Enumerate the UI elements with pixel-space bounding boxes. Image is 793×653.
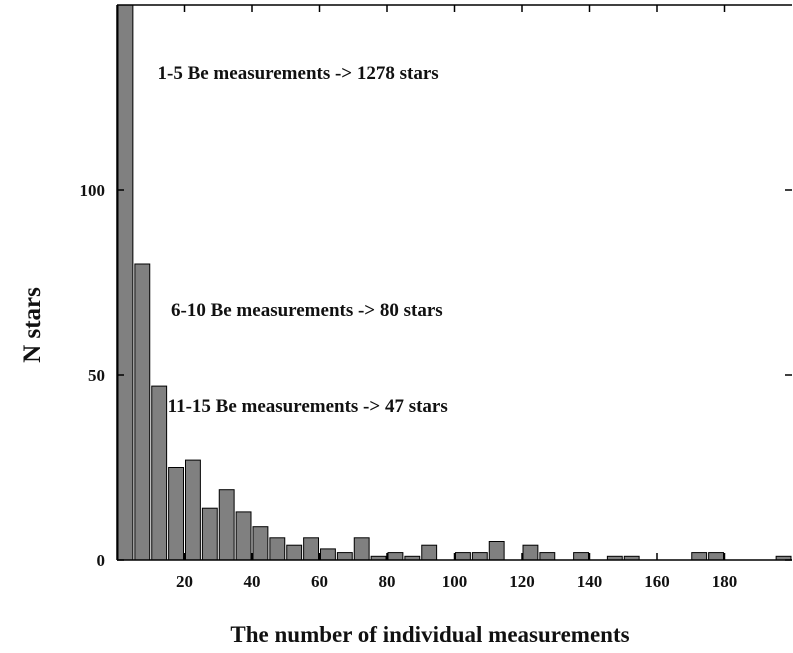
bar [252,526,269,560]
y-axis-label: N stars [19,287,46,363]
bar [421,544,438,560]
y-tick-label: 100 [80,181,106,200]
x-tick-label: 60 [311,572,328,591]
bar [117,5,134,560]
bar [539,552,556,560]
x-tick-label: 120 [509,572,535,591]
bar [134,263,151,560]
x-tick-label: 40 [244,572,261,591]
bar [269,537,286,560]
bar [455,552,471,560]
bar [168,467,184,560]
x-tick-label: 100 [442,572,468,591]
bar [488,541,505,560]
bar [353,537,370,560]
bars [117,5,792,560]
annotation: 1-5 Be measurements -> 1278 stars [158,63,439,84]
bar [691,552,708,560]
bar [471,552,488,560]
y-tick-label: 50 [88,366,105,385]
bar [201,507,218,560]
bar [286,544,303,560]
bar [185,459,201,560]
x-tick-label: 160 [644,572,670,591]
bar [522,544,539,560]
bar [235,511,252,560]
annotation: 11-15 Be measurements -> 47 stars [168,396,448,417]
bar [336,552,353,560]
annotation: 6-10 Be measurements -> 80 stars [171,300,443,321]
x-tick-label: 140 [577,572,603,591]
bar [320,548,336,560]
bar [708,552,724,560]
bar [303,537,319,560]
bar [387,552,404,560]
bar [218,489,235,560]
x-tick-label: 20 [176,572,193,591]
x-tick-label: 80 [379,572,396,591]
x-axis-label: The number of individual measurements [230,622,629,647]
bar [573,552,589,560]
bar [151,385,168,560]
x-tick-label: 180 [712,572,738,591]
y-tick-label: 0 [97,551,106,570]
